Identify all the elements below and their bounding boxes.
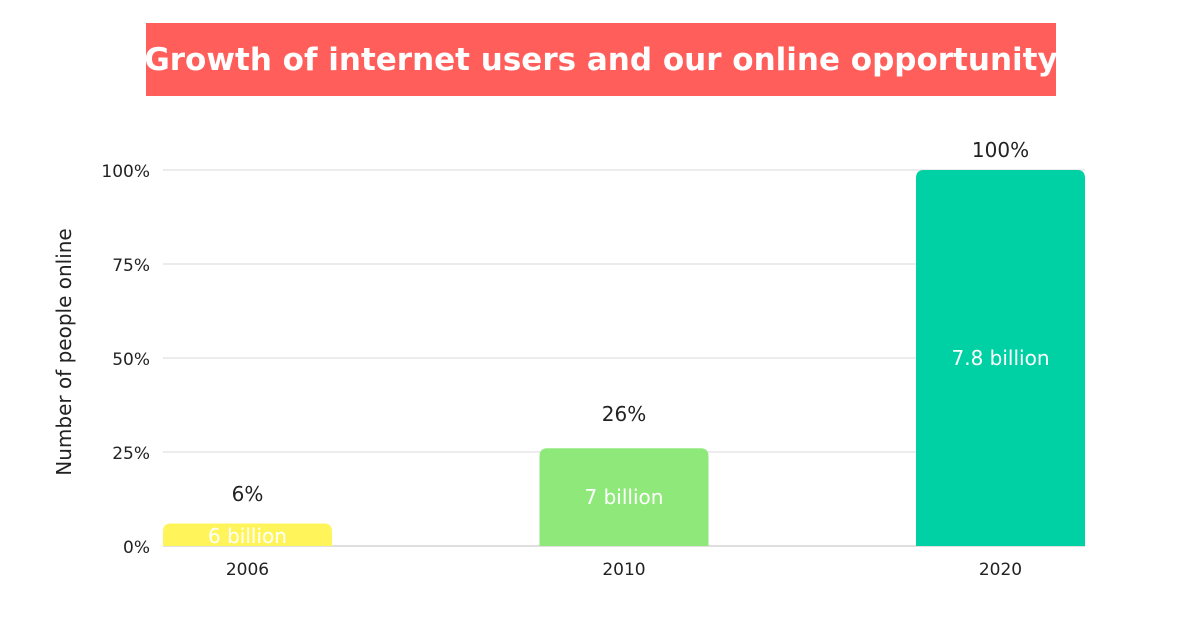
- x-tick-label: 2010: [602, 560, 645, 580]
- y-tick-label: 100%: [101, 162, 150, 182]
- y-tick-label: 25%: [112, 444, 150, 464]
- bar-2006: [163, 523, 332, 546]
- x-tick-label: 2020: [979, 560, 1022, 580]
- y-tick-label: 75%: [112, 256, 150, 276]
- y-tick-label: 50%: [112, 350, 150, 370]
- bar-2020: [916, 170, 1085, 546]
- data-label: 100%: [972, 138, 1029, 162]
- data-label: 26%: [602, 402, 646, 426]
- x-tick-label: 2006: [226, 560, 269, 580]
- bar-2010: [539, 448, 709, 546]
- title-banner: Growth of internet users and our online …: [144, 23, 1058, 96]
- bar-inner-label: 6 billion: [208, 524, 287, 548]
- chart-title: Growth of internet users and our online …: [144, 41, 1058, 78]
- bar-inner-label: 7.8 billion: [952, 346, 1050, 370]
- data-label: 6%: [232, 482, 264, 506]
- y-tick-label: 0%: [123, 538, 150, 558]
- bar-inner-label: 7 billion: [585, 485, 664, 509]
